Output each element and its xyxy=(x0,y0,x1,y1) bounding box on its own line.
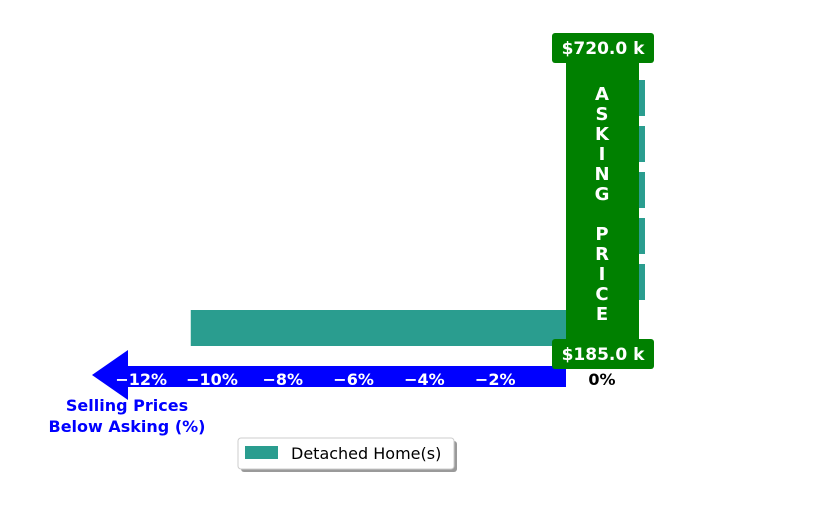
x-axis-arrow-shaft xyxy=(126,366,566,387)
price-badge-bottom-rect xyxy=(552,339,654,369)
x-tick-label: −8% xyxy=(263,370,304,389)
price-bottom-label: $185.0 k xyxy=(562,345,646,365)
legend: Detached Home(s) xyxy=(237,437,457,472)
asking-price-letter: I xyxy=(599,264,606,285)
x-tick-label: −10% xyxy=(186,370,238,389)
x-axis-arrow-head xyxy=(92,350,128,400)
x-axis-label-line-1: Selling Prices xyxy=(66,396,188,415)
price-badge-top: $720.0 k xyxy=(552,33,654,63)
x-axis-label-line-2: Below Asking (%) xyxy=(49,417,206,436)
asking-price-letter: K xyxy=(595,124,610,145)
bar xyxy=(190,310,566,346)
x-tick-label: −2% xyxy=(475,370,516,389)
price-top-label: $720.0 k xyxy=(562,39,646,59)
asking-price-letter: I xyxy=(599,144,606,165)
price-badge-bottom: $185.0 k xyxy=(552,339,654,369)
asking-price-letter: G xyxy=(595,184,610,205)
asking-price-letter: S xyxy=(596,104,609,125)
legend-label: Detached Home(s) xyxy=(291,444,441,463)
asking-price-letter: R xyxy=(595,244,609,265)
x-axis-ticks: −12% −10% −8% −6% −4% −2% xyxy=(115,370,515,389)
asking-price-letter: P xyxy=(595,224,608,245)
asking-price-letter: C xyxy=(595,284,608,305)
x-axis-arrow xyxy=(92,350,566,400)
x-tick-label: −4% xyxy=(404,370,445,389)
asking-price-letter: N xyxy=(594,164,609,185)
x-tick-label: −6% xyxy=(333,370,374,389)
asking-price-letter: E xyxy=(596,304,608,325)
legend-box xyxy=(237,437,455,470)
x-tick-label: −12% xyxy=(115,370,167,389)
asking-price-band-rect xyxy=(566,62,639,344)
x-axis-zero-label: 0% xyxy=(588,370,615,389)
asking-price-letter: A xyxy=(595,84,609,105)
legend-swatch xyxy=(245,446,278,459)
price-badge-top-rect xyxy=(552,33,654,63)
